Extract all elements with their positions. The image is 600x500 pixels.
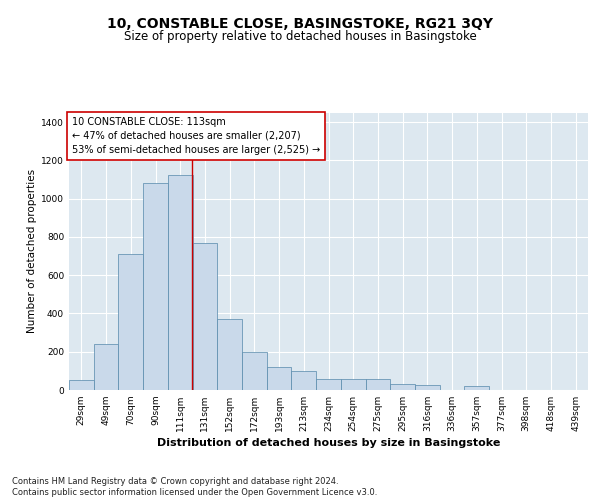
Bar [267,367,292,390]
Bar [69,380,94,390]
Bar [365,380,390,390]
Text: 10, CONSTABLE CLOSE, BASINGSTOKE, RG21 3QY: 10, CONSTABLE CLOSE, BASINGSTOKE, RG21 3… [107,18,493,32]
Bar [193,242,217,390]
Bar [292,371,316,390]
Bar [118,254,143,390]
Bar [94,344,118,390]
Y-axis label: Number of detached properties: Number of detached properties [27,169,37,334]
Bar [168,174,193,390]
Bar [390,384,415,390]
Text: Contains HM Land Registry data © Crown copyright and database right 2024.
Contai: Contains HM Land Registry data © Crown c… [12,478,377,497]
Bar [464,386,489,390]
Bar [143,184,168,390]
Bar [316,378,341,390]
Bar [341,380,365,390]
Text: Size of property relative to detached houses in Basingstoke: Size of property relative to detached ho… [124,30,476,43]
Bar [217,319,242,390]
Bar [415,385,440,390]
Text: Distribution of detached houses by size in Basingstoke: Distribution of detached houses by size … [157,438,500,448]
Bar [242,352,267,390]
Text: 10 CONSTABLE CLOSE: 113sqm
← 47% of detached houses are smaller (2,207)
53% of s: 10 CONSTABLE CLOSE: 113sqm ← 47% of deta… [71,116,320,154]
